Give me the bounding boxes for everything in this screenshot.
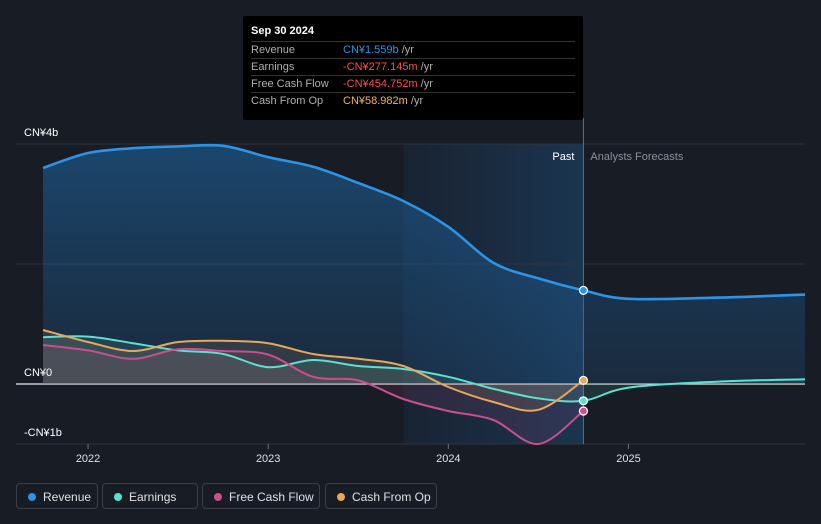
x-tick-label: 2023 — [256, 453, 280, 465]
legend-label: Free Cash Flow — [229, 490, 314, 504]
earnings-line — [42, 335, 806, 403]
y-tick-label: -CN¥1b — [24, 427, 62, 439]
x-tick-label: 2024 — [436, 453, 460, 465]
x-tick-label: 2022 — [76, 453, 100, 465]
y-tick-label: CN¥4b — [24, 127, 58, 139]
legend-item-earnings[interactable]: Earnings — [102, 483, 198, 509]
legend-item-revenue[interactable]: Revenue — [16, 483, 98, 509]
cash-from-op-marker — [578, 375, 589, 385]
tooltip-row-revenue: Revenue CN¥1.559b /yr — [251, 41, 575, 59]
revenue-area — [43, 145, 805, 384]
earnings-area — [43, 336, 805, 402]
forecast-label: Analysts Forecasts — [590, 151, 683, 163]
free-cash-flow-area — [43, 345, 584, 445]
tooltip: Sep 30 2024 Revenue CN¥1.559b /yr Earnin… — [243, 16, 583, 120]
revenue-line — [42, 143, 806, 301]
earnings-dot-icon — [114, 493, 122, 501]
tooltip-value: -CN¥277.145m /yr — [343, 61, 433, 73]
tooltip-value: CN¥58.982m /yr — [343, 95, 424, 107]
legend-label: Cash From Op — [352, 490, 431, 504]
earnings-marker — [578, 396, 589, 406]
x-tick-label: 2025 — [616, 453, 640, 465]
tooltip-label: Cash From Op — [251, 95, 324, 107]
revenue-marker — [578, 285, 589, 295]
free-cash-flow-line — [42, 344, 585, 446]
tooltip-label: Free Cash Flow — [251, 78, 329, 90]
tooltip-label: Earnings — [251, 61, 295, 73]
tooltip-value: CN¥1.559b /yr — [343, 44, 414, 56]
past-label: Past — [552, 151, 574, 163]
y-tick-label: CN¥0 — [24, 367, 52, 379]
tooltip-row-free-cash-flow: Free Cash Flow -CN¥454.752m /yr — [251, 75, 575, 93]
free-cash-flow-dot-icon — [214, 493, 222, 501]
legend-item-cash-from-op[interactable]: Cash From Op — [325, 483, 437, 509]
tooltip-label: Revenue — [251, 44, 296, 56]
tooltip-row-cash-from-op: Cash From Op CN¥58.982m /yr — [251, 92, 575, 110]
cash-from-op-dot-icon — [337, 493, 345, 501]
tooltip-row-earnings: Earnings -CN¥277.145m /yr — [251, 58, 575, 76]
legend-label: Revenue — [43, 490, 92, 504]
legend-item-free-cash-flow[interactable]: Free Cash Flow — [202, 483, 320, 509]
revenue-dot-icon — [28, 493, 36, 501]
tooltip-value: -CN¥454.752m /yr — [343, 78, 433, 90]
cash-from-op-line — [42, 329, 584, 412]
free-cash-flow-marker — [578, 406, 589, 416]
tooltip-date: Sep 30 2024 — [251, 25, 314, 37]
legend-label: Earnings — [129, 490, 177, 504]
